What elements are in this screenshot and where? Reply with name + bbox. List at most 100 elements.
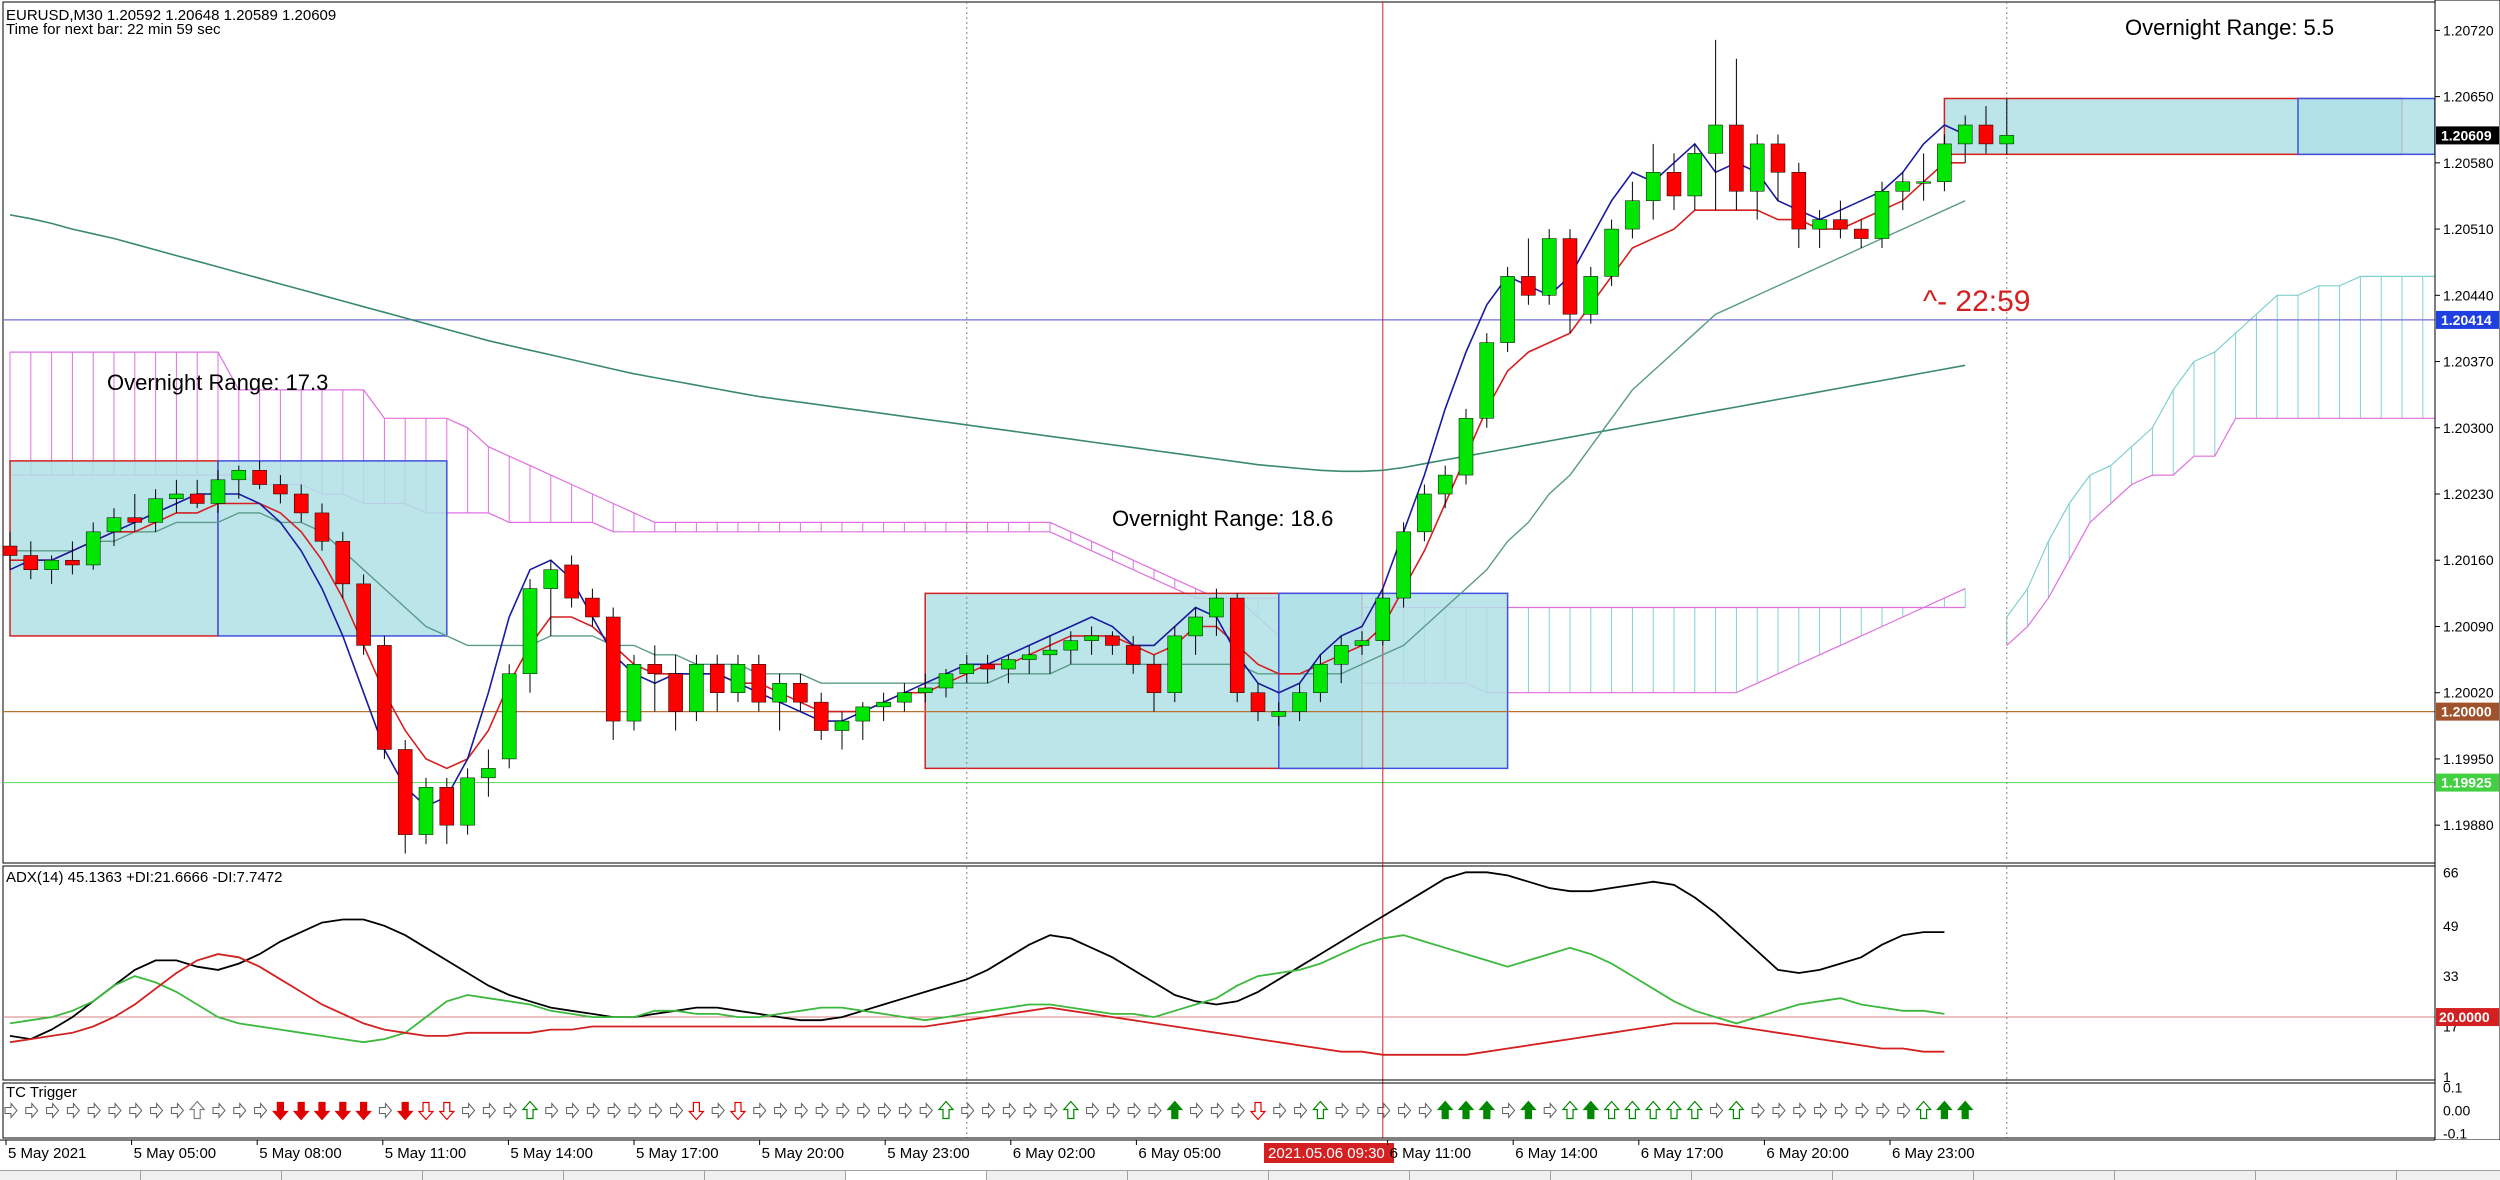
trigger-arrow-right	[462, 1102, 476, 1119]
candle-body	[1729, 124, 1744, 192]
candle-body	[252, 470, 267, 485]
trigger-arrow-right	[919, 1102, 933, 1119]
candle-body	[876, 701, 891, 708]
candle-body	[314, 512, 330, 542]
candle-body	[1916, 181, 1931, 184]
candle-body	[273, 484, 288, 495]
symbol-tab[interactable]	[1833, 1171, 1974, 1180]
candle-body	[585, 597, 600, 618]
trigger-arrow-right	[378, 1102, 393, 1119]
trigger-arrow-right	[150, 1102, 164, 1119]
candle-body	[1708, 124, 1723, 154]
candle-body	[1853, 228, 1869, 239]
trigger-arrow-right	[628, 1102, 642, 1119]
trigger-arrow-right	[1398, 1102, 1412, 1119]
price-tick-label: 1.20160	[2443, 552, 2494, 568]
price-pane[interactable]	[2, 1, 2500, 1138]
candle-body	[210, 479, 226, 504]
trigger-arrow-right	[545, 1102, 559, 1119]
trigger-arrow-right	[607, 1102, 621, 1119]
trigger-arrow-up	[1915, 1100, 1932, 1120]
price-label-text: 1.20000	[2441, 704, 2492, 720]
price-tick-label: 1.20580	[2443, 155, 2494, 171]
symbol-tab[interactable]	[1410, 1171, 1551, 1180]
trigger-arrow-right	[878, 1102, 892, 1119]
candle-body	[1396, 531, 1411, 599]
price-tick-label: 1.19880	[2443, 817, 2494, 833]
trigger-arrow-right	[1148, 1102, 1162, 1119]
symbol-tab[interactable]	[2256, 1171, 2397, 1180]
candle-body	[1562, 238, 1578, 315]
time-axis[interactable]: 5 May 2021 5 May 05:00 5 May 08:00 5 May 11…	[0, 1139, 2500, 1170]
symbol-tab-bar[interactable]	[0, 1170, 2500, 1180]
candle-body	[148, 498, 163, 523]
trigger-arrow-up	[1062, 1100, 1080, 1120]
adx-tick-label: 49	[2443, 918, 2459, 934]
price-tick-label: 1.19950	[2443, 751, 2494, 767]
candle-body	[1500, 276, 1515, 343]
trigger-arrow-up	[188, 1100, 206, 1120]
symbol-tab[interactable]	[2115, 1171, 2256, 1180]
price-tick-label: 1.20650	[2443, 89, 2494, 105]
candle-body	[1833, 219, 1848, 230]
time-cursor-label: 2021.05.06 09:30	[1268, 1145, 1385, 1162]
symbol-tab[interactable]	[282, 1171, 423, 1180]
candle-body	[1895, 181, 1911, 192]
symbol-tab[interactable]	[1269, 1171, 1410, 1180]
trigger-arrow-down	[313, 1101, 331, 1121]
candle-body	[751, 664, 767, 703]
trigger-arrow-down	[1249, 1101, 1267, 1121]
trigger-arrow-down	[292, 1101, 310, 1121]
trigger-arrow-right	[1710, 1102, 1724, 1119]
candle-body	[1001, 659, 1016, 670]
symbol-tab[interactable]	[1692, 1171, 1833, 1180]
price-label-badge	[2436, 310, 2499, 329]
time-tick-label: 6 May 20:00	[1766, 1145, 1849, 1162]
candle-body	[501, 673, 517, 760]
trigger-arrow-down	[438, 1101, 456, 1121]
candle-body	[2, 545, 18, 556]
trigger-arrow-right	[482, 1102, 497, 1119]
symbol-tab[interactable]	[1551, 1171, 1692, 1180]
price-label-badge	[2436, 702, 2499, 721]
trigger-arrow-right	[1418, 1102, 1433, 1119]
symbol-tab-active[interactable]	[846, 1171, 987, 1180]
trigger-arrow-up	[1312, 1100, 1329, 1120]
candle-body	[1625, 200, 1640, 230]
candle-body	[772, 682, 787, 703]
overnight-range-box	[2297, 97, 2436, 156]
symbol-tab[interactable]	[1974, 1171, 2115, 1180]
symbol-tab[interactable]	[705, 1171, 846, 1180]
time-tick-label: 5 May 05:00	[134, 1145, 217, 1162]
ma-long-line	[9, 214, 1966, 473]
candle-body	[1354, 640, 1370, 646]
trigger-arrow-down	[688, 1101, 705, 1121]
trigger-arrow-right	[1210, 1102, 1225, 1119]
symbol-tab[interactable]	[1128, 1171, 1269, 1180]
candle-body	[980, 664, 995, 670]
symbol-tab[interactable]	[141, 1171, 282, 1180]
candle-body	[564, 564, 579, 599]
trigger-arrow-right	[1751, 1102, 1765, 1119]
symbol-tab[interactable]	[987, 1171, 1128, 1180]
symbol-tab[interactable]	[564, 1171, 705, 1180]
trigger-arrow-right	[233, 1102, 247, 1119]
price-axis[interactable]: 1.20720 1.20650 1.20580 1.20510 1.20440 1.203…	[2434, 0, 2500, 1141]
trigger-arrow-up	[1728, 1100, 1745, 1120]
candle-body	[439, 787, 455, 826]
overnight-range-box	[217, 460, 448, 637]
candle-body	[1666, 172, 1682, 197]
trigger-arrow-right	[1897, 1102, 1911, 1119]
candle-body	[1770, 143, 1786, 173]
candle-body	[1313, 664, 1328, 693]
symbol-tab[interactable]	[423, 1171, 564, 1180]
candle-body	[522, 588, 538, 675]
trigger-arrow-right	[46, 1102, 60, 1119]
symbol-tab[interactable]	[0, 1171, 141, 1180]
time-tick-label: 6 May 17:00	[1641, 1145, 1724, 1162]
trigger-arrow-right	[1231, 1102, 1245, 1119]
trigger-arrow-right	[1772, 1102, 1786, 1119]
price-tick-label: 1.20090	[2443, 618, 2494, 634]
